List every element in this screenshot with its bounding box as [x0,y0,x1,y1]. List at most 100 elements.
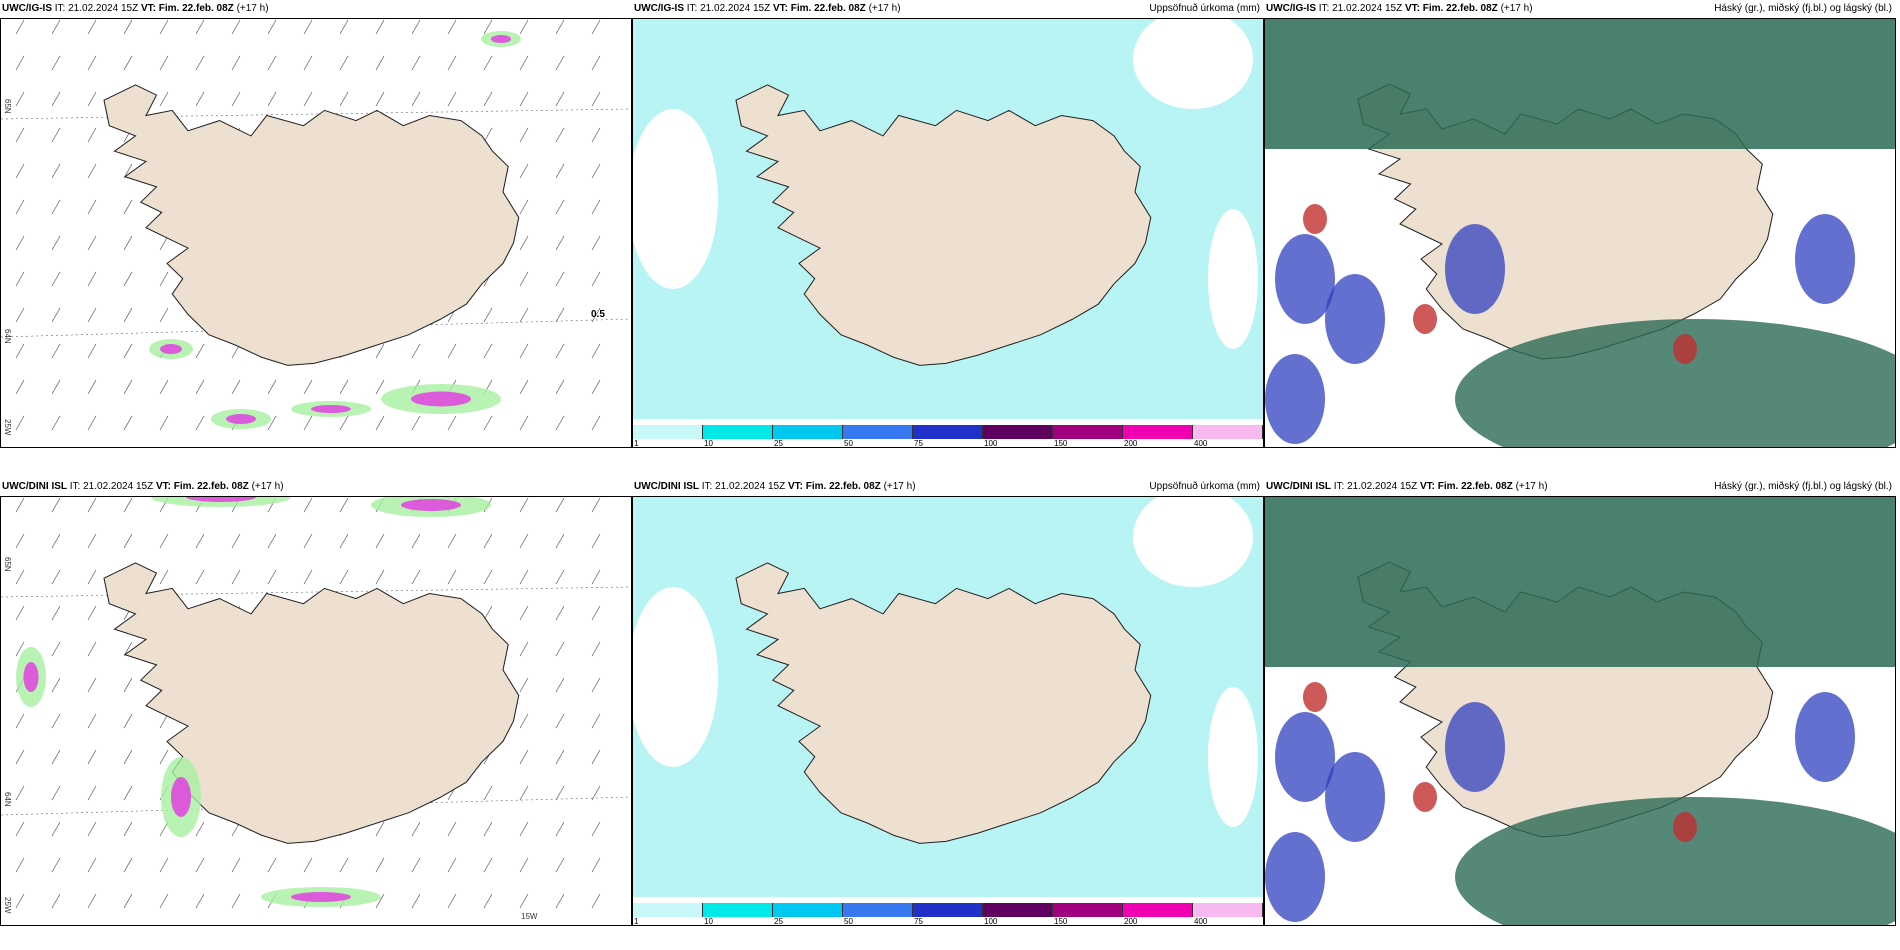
wind-barb [231,569,241,585]
init-time: IT: 21.02.2024 15Z [1318,3,1403,14]
wind-barb [303,497,313,513]
wind-barb [159,307,169,323]
wind-value-label: 0.5 [591,309,605,320]
wind-barb [87,199,97,215]
valid-label: VT: [1404,3,1420,14]
wind-barb [303,19,313,35]
wind-barb [519,127,529,143]
high-cloud-layer [1455,319,1895,447]
wind-barb [519,163,529,179]
precip-map [633,497,1263,925]
wind-barb [15,605,25,621]
lon-label-25w: 25W [3,419,12,436]
wind-barb [447,343,457,359]
colorbar-tick: 50 [844,917,853,926]
low-cloud-patch [1265,354,1325,444]
wind-barb [519,307,529,323]
wind-barb [447,893,457,909]
wind-barb [123,271,133,287]
mid-cloud-patch [1673,334,1697,364]
wind-barb [123,893,133,909]
valid-time: Fim. 22.feb. 08Z [790,3,866,14]
wind-barb [303,91,313,107]
mid-cloud-patch [1303,682,1327,712]
wind-barb [51,415,61,431]
wind-barb [483,893,493,909]
wind-barb [519,235,529,251]
wind-barb [519,271,529,287]
wind-barb [87,91,97,107]
wind-barb [519,19,529,35]
wind-barb [87,343,97,359]
wind-barb [519,713,529,729]
wind-barb [51,91,61,107]
wind-barb [555,641,565,657]
wind-map [1,497,631,925]
wind-barb [483,55,493,71]
wind-barb [15,55,25,71]
wind-barb [51,199,61,215]
wind-barb [591,271,601,287]
wind-barb [15,163,25,179]
wind-barb [483,307,493,323]
precip-heavy-area [226,414,256,424]
wind-barb [123,19,133,35]
wind-barb [15,569,25,585]
wind-map [1,19,631,447]
init-time: IT: 21.02.2024 15Z [686,3,771,14]
wind-barb [267,19,277,35]
wind-barb [591,893,601,909]
wind-barb [51,379,61,395]
wind-barb [51,641,61,657]
wind-barb [411,857,421,873]
colorbar-tick: 10 [704,439,713,448]
wind-barb [195,821,205,837]
wind-barb [51,497,61,513]
wind-barb [159,55,169,71]
wind-barb [411,893,421,909]
wind-barb [123,641,133,657]
wind-barb [159,415,169,431]
wind-barb [87,821,97,837]
wind-barb [15,497,25,513]
wind-barb [231,55,241,71]
wind-barb [87,641,97,657]
wind-barb [15,19,25,35]
valid-time: Fim. 22.feb. 08Z [1422,3,1498,14]
wind-barb [51,163,61,179]
high-cloud-layer [1265,497,1895,667]
wind-barb [51,307,61,323]
wind-barb [555,677,565,693]
land-mass [735,84,1152,366]
wind-barb [591,19,601,35]
colorbar-swatch [633,903,703,917]
wind-barb [555,569,565,585]
wind-barb [339,497,349,513]
wind-barb [87,127,97,143]
wind-barb [519,379,529,395]
wind-barb [51,19,61,35]
wind-barb [159,271,169,287]
wind-barb [555,379,565,395]
low-cloud-patch [1445,702,1505,792]
wind-barb [15,235,25,251]
colorbar-tick: 1 [634,439,639,448]
wind-barb [51,677,61,693]
wind-barb [195,569,205,585]
model-name: UWC/IG-IS [634,3,684,14]
panel-precip-dini: UWC/DINI ISL IT: 21.02.2024 15Z VT: Fim.… [632,478,1264,926]
wind-barb [15,713,25,729]
wind-barb [87,785,97,801]
lat-label-64: 64N [3,329,12,344]
wind-barb [51,55,61,71]
wind-barb [555,605,565,621]
wind-barb [411,19,421,35]
cloud-map [1265,19,1895,447]
colorbar-tick: 400 [1194,439,1208,448]
wind-barb [303,569,313,585]
wind-barb [591,569,601,585]
wind-barb [159,91,169,107]
wind-barb [123,199,133,215]
wind-barb [375,19,385,35]
colorbar-tick: 150 [1054,439,1068,448]
